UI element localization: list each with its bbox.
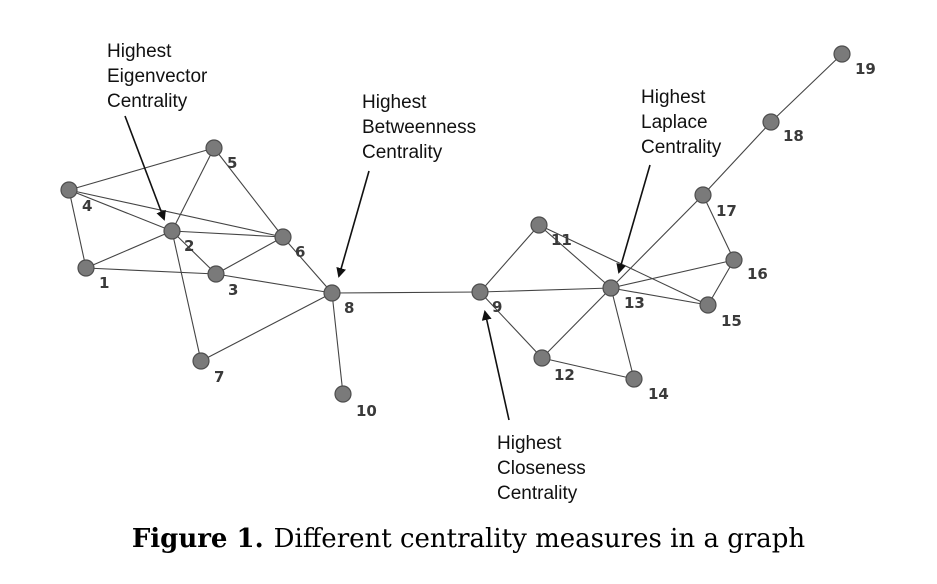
node-label-3: 3 [228,281,238,299]
edge-1-2 [85,230,173,269]
edge-8-9 [331,291,481,294]
node-13 [602,279,620,297]
node-label-8: 8 [344,299,354,317]
node-label-17: 17 [716,202,737,220]
node-label-9: 9 [492,298,502,316]
edge-5-6 [213,147,284,238]
edge-13-16 [610,259,735,289]
annotation-laplace-arrow [616,164,651,274]
annotation-eigenvector-line1: Highest [107,41,172,62]
annotation-betweenness-arrow [336,170,370,278]
node-label-10: 10 [356,402,377,420]
node-2 [163,222,181,240]
node-label-14: 14 [648,385,669,403]
edge-4-2 [68,189,173,232]
edge-17-18 [702,121,772,196]
node-19 [833,45,851,63]
annotation-laplace-line3: Centrality [641,137,722,158]
node-label-16: 16 [747,265,768,283]
annotation-laplace-line1: Highest [641,87,706,108]
edge-1-3 [85,267,217,275]
node-label-13: 13 [624,294,645,312]
annotation-betweenness-line1: Highest [362,92,427,113]
edge-11-13 [538,224,612,289]
node-label-2: 2 [184,237,194,255]
figure-caption: Figure 1. Different centrality measures i… [0,524,937,554]
annotation-laplace: Highest Laplace Centrality [616,87,722,274]
node-label-4: 4 [82,197,92,215]
edge-18-19 [770,53,843,123]
node-9 [471,283,489,301]
edge-7-8 [200,292,333,362]
edge-2-7 [171,230,202,362]
node-label-11: 11 [551,231,572,249]
node-1 [77,259,95,277]
edge-4-1 [68,189,87,269]
annotation-laplace-line2: Laplace [641,112,708,133]
node-17 [694,186,712,204]
nodes-layer [60,45,851,403]
annotation-betweenness: Highest Betweenness Centrality [336,92,476,278]
node-7 [192,352,210,370]
edge-8-10 [331,292,344,395]
edge-6-8 [282,236,333,294]
edge-9-12 [479,291,543,359]
node-14 [625,370,643,388]
edge-16-15 [707,259,735,306]
annotation-closeness-line2: Closeness [497,458,586,479]
annotation-betweenness-line2: Betweenness [362,117,476,138]
node-label-12: 12 [554,366,575,384]
annotation-betweenness-line3: Centrality [362,142,443,163]
edge-9-11 [479,224,540,293]
node-5 [205,139,223,157]
node-6 [274,228,292,246]
annotation-closeness: Highest Closeness Centrality [481,310,586,504]
edge-13-17 [610,194,704,289]
node-10 [334,385,352,403]
node-label-19: 19 [855,60,876,78]
node-11 [530,216,548,234]
edge-2-6 [171,230,284,238]
figure-caption-text: Different centrality measures in a graph [273,524,806,554]
node-18 [762,113,780,131]
edge-4-5 [68,147,215,191]
edge-3-6 [215,236,284,275]
node-12 [533,349,551,367]
annotation-eigenvector-line3: Centrality [107,91,188,112]
node-8 [323,284,341,302]
node-label-18: 18 [783,127,804,145]
edge-16-17 [702,194,735,261]
edge-12-13 [541,287,612,359]
node-label-15: 15 [721,312,742,330]
node-label-1: 1 [99,274,109,292]
edge-2-3 [171,230,217,275]
node-16 [725,251,743,269]
node-4 [60,181,78,199]
annotation-closeness-line1: Highest [497,433,562,454]
node-label-7: 7 [214,368,224,386]
annotation-eigenvector: Highest Eigenvector Centrality [107,41,208,221]
edge-9-13 [479,287,612,293]
edge-13-15 [610,287,709,306]
annotation-eigenvector-line2: Eigenvector [107,66,208,87]
annotation-closeness-line3: Centrality [497,483,578,504]
annotation-eigenvector-arrow [124,115,166,221]
annotation-closeness-arrow [481,310,510,421]
node-15 [699,296,717,314]
edges-layer [68,53,843,395]
edge-4-6 [68,189,284,238]
edge-3-8 [215,273,333,294]
figure-caption-label: Figure 1. [131,524,264,554]
edge-12-14 [541,357,635,380]
edge-13-14 [610,287,635,380]
node-3 [207,265,225,283]
edge-2-5 [171,147,215,232]
node-label-6: 6 [295,243,305,261]
node-label-5: 5 [227,154,237,172]
